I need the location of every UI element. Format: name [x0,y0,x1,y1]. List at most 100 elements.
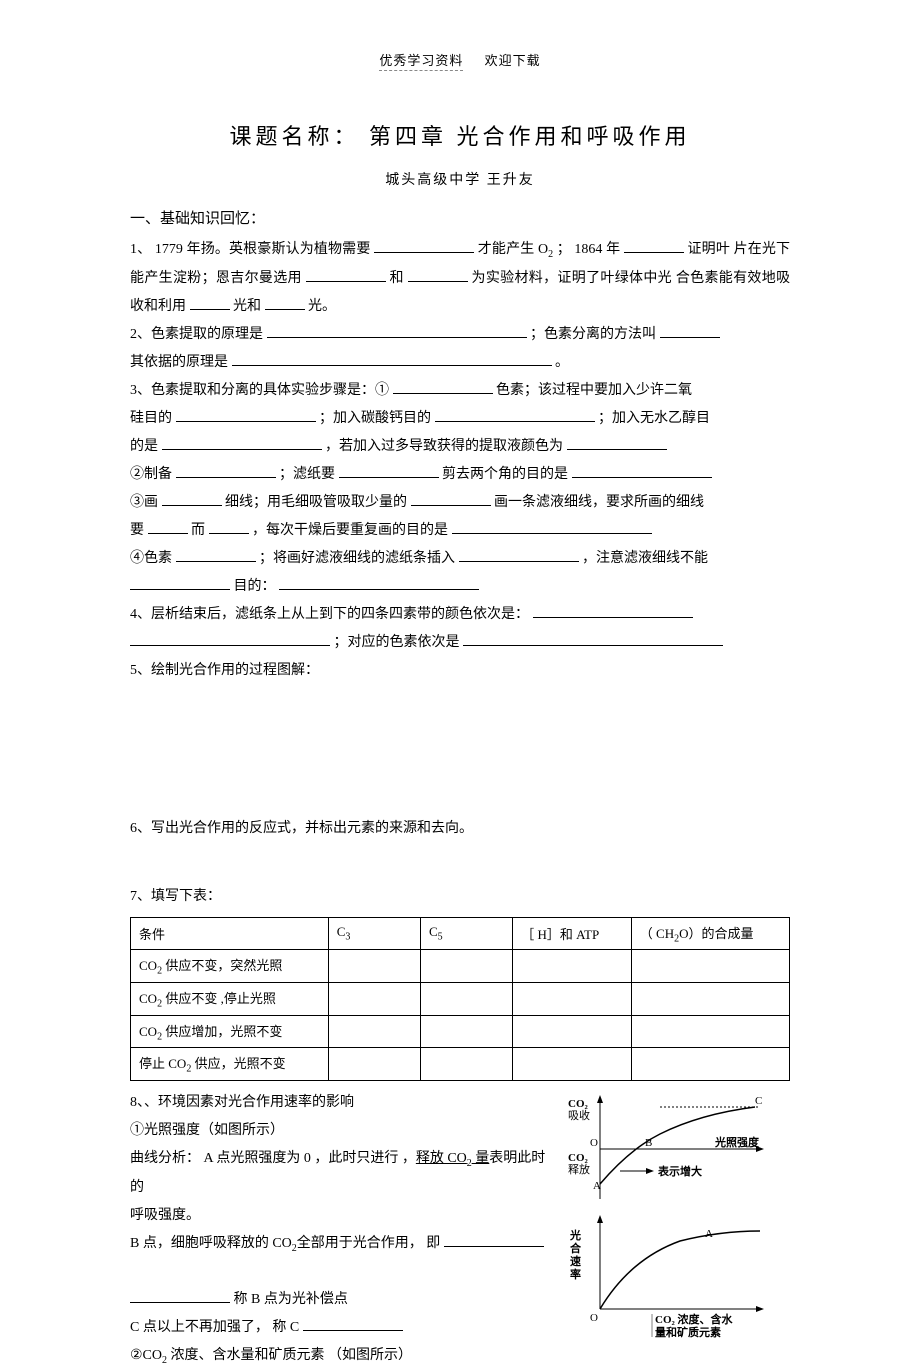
question-2: 2、色素提取的原理是 ；色素分离的方法叫 其依据的原理是 。 [130,321,790,377]
table-cell[interactable] [420,1015,512,1048]
header-text-b: 欢迎下载 [485,53,541,68]
blank[interactable] [162,489,222,506]
blank[interactable] [463,629,723,646]
q3-text: ，注意滤液细线不能 [582,551,708,566]
q1-text: 证明叶 [688,242,730,257]
table-cell[interactable] [513,1048,632,1081]
question-6: 6、写出光合作用的反应式，并标出元素的来源和去向。 [130,815,790,843]
table-cell[interactable] [420,1048,512,1081]
table-header: 条件 [131,917,329,950]
page-subtitle: 城头高级中学 王升友 [130,169,790,189]
table-row: 停止 CO2 供应，光照不变 [131,1048,790,1081]
fig1-ylabel-top2: 吸收 [568,1108,590,1122]
q8-text: 称 B 点为光补偿点 [234,1292,348,1307]
blank[interactable] [130,573,230,590]
fig1-xlabel: 光照强度 [714,1135,760,1149]
blank[interactable] [444,1230,544,1247]
blank[interactable] [408,265,468,282]
fig1-point-b: B [645,1137,652,1149]
blank[interactable] [190,293,230,310]
blank[interactable] [232,349,552,366]
fig1-origin: O [590,1137,598,1149]
blank[interactable] [162,433,322,450]
q1-text: 为实验材料，证明了叶绿体中光 [472,271,673,286]
q3-text: ；加入碳酸钙目的 [319,411,431,426]
blank[interactable] [459,545,579,562]
q3-text: ③画 [130,495,158,510]
table-header: C3 [328,917,420,950]
blank[interactable] [148,517,188,534]
blank[interactable] [567,433,667,450]
blank[interactable] [176,405,316,422]
q8-text: ②CO [130,1348,162,1363]
table-cell[interactable] [328,982,420,1015]
q7-table: 条件 C3 C5 ［ H］和 ATP （ CH2O）的合成量 CO2 供应不变，… [130,917,790,1081]
table-header: ［ H］和 ATP [513,917,632,950]
fig2-xlabel2: 量和矿质元素 [655,1325,721,1339]
blank[interactable] [435,405,595,422]
q3-text: 硅目的 [130,411,172,426]
table-cell[interactable] [631,1015,789,1048]
blank[interactable] [176,545,256,562]
blank[interactable] [306,265,386,282]
q5-answer-space[interactable] [130,685,790,815]
question-8: 8、、环境因素对光合作用速率的影响 ①光照强度（如图所示） 曲线分析： A 点光… [130,1089,790,1371]
q4-text: 4、层析结束后，滤纸条上从上到下的四条四素带的颜色依次是： [130,607,529,622]
figure-2-co2-concentration: 光 合 速 率 A O CO₂ 浓度、含水 量和矿质元素 [560,1209,780,1329]
blank[interactable] [176,461,276,478]
q3-text: 要 [130,523,144,538]
q1-text: 才能产生 O [478,242,548,257]
table-header: C5 [420,917,512,950]
blank[interactable] [393,377,493,394]
q8-text: 全部用于光合作用， 即 [297,1236,441,1251]
blank[interactable] [374,236,474,253]
blank[interactable] [660,321,720,338]
q3-text: ④色素 [130,551,172,566]
table-cell[interactable] [328,950,420,983]
table-cell: CO2 供应增加，光照不变 [131,1015,329,1048]
fig2-ylabel: 光 [569,1228,581,1242]
table-row: CO2 供应不变，突然光照 [131,950,790,983]
table-cell[interactable] [513,950,632,983]
q2-text: 2、色素提取的原理是 [130,327,263,342]
blank[interactable] [303,1315,403,1332]
q6-answer-space[interactable] [130,843,790,883]
blank[interactable] [572,461,712,478]
q8-text: 曲线分析： A 点光照强度为 0 ，此时只进行 ， [130,1151,416,1166]
q1-text: 1、 1779 年扬。英根豪斯认为植物需要 [130,242,370,257]
blank[interactable] [452,517,652,534]
q8-underline: 释放 CO2 量 [416,1151,489,1166]
q1-text: 光和 [233,299,261,314]
q2-text: ；色素分离的方法叫 [530,327,656,342]
table-cell[interactable] [631,950,789,983]
table-cell[interactable] [328,1015,420,1048]
fig1-ylabel-top: CO₂ [568,1098,589,1110]
table-cell[interactable] [513,1015,632,1048]
q8-text: 呼吸强度。 [130,1208,200,1223]
table-cell[interactable] [513,982,632,1015]
q2-text: 其依据的原理是 [130,355,228,370]
table-cell[interactable] [631,1048,789,1081]
table-cell[interactable] [420,950,512,983]
blank[interactable] [265,293,305,310]
blank[interactable] [267,321,527,338]
blank[interactable] [533,601,693,618]
table-header-row: 条件 C3 C5 ［ H］和 ATP （ CH2O）的合成量 [131,917,790,950]
q2-text: 。 [555,355,569,370]
table-cell[interactable] [328,1048,420,1081]
blank[interactable] [624,236,684,253]
q8-text: B 点，细胞呼吸释放的 CO [130,1236,292,1251]
blank[interactable] [339,461,439,478]
table-cell[interactable] [420,982,512,1015]
blank[interactable] [130,629,330,646]
table-row: CO2 供应不变 ,停止光照 [131,982,790,1015]
blank[interactable] [279,573,479,590]
blank[interactable] [130,1287,230,1304]
blank[interactable] [411,489,491,506]
question-4: 4、层析结束后，滤纸条上从上到下的四条四素带的颜色依次是： ；对应的色素依次是 [130,601,790,657]
table-cell[interactable] [631,982,789,1015]
q3-text: 剪去两个角的目的是 [442,467,568,482]
table-cell: 停止 CO2 供应，光照不变 [131,1048,329,1081]
blank[interactable] [209,517,249,534]
q3-text: ②制备 [130,467,172,482]
